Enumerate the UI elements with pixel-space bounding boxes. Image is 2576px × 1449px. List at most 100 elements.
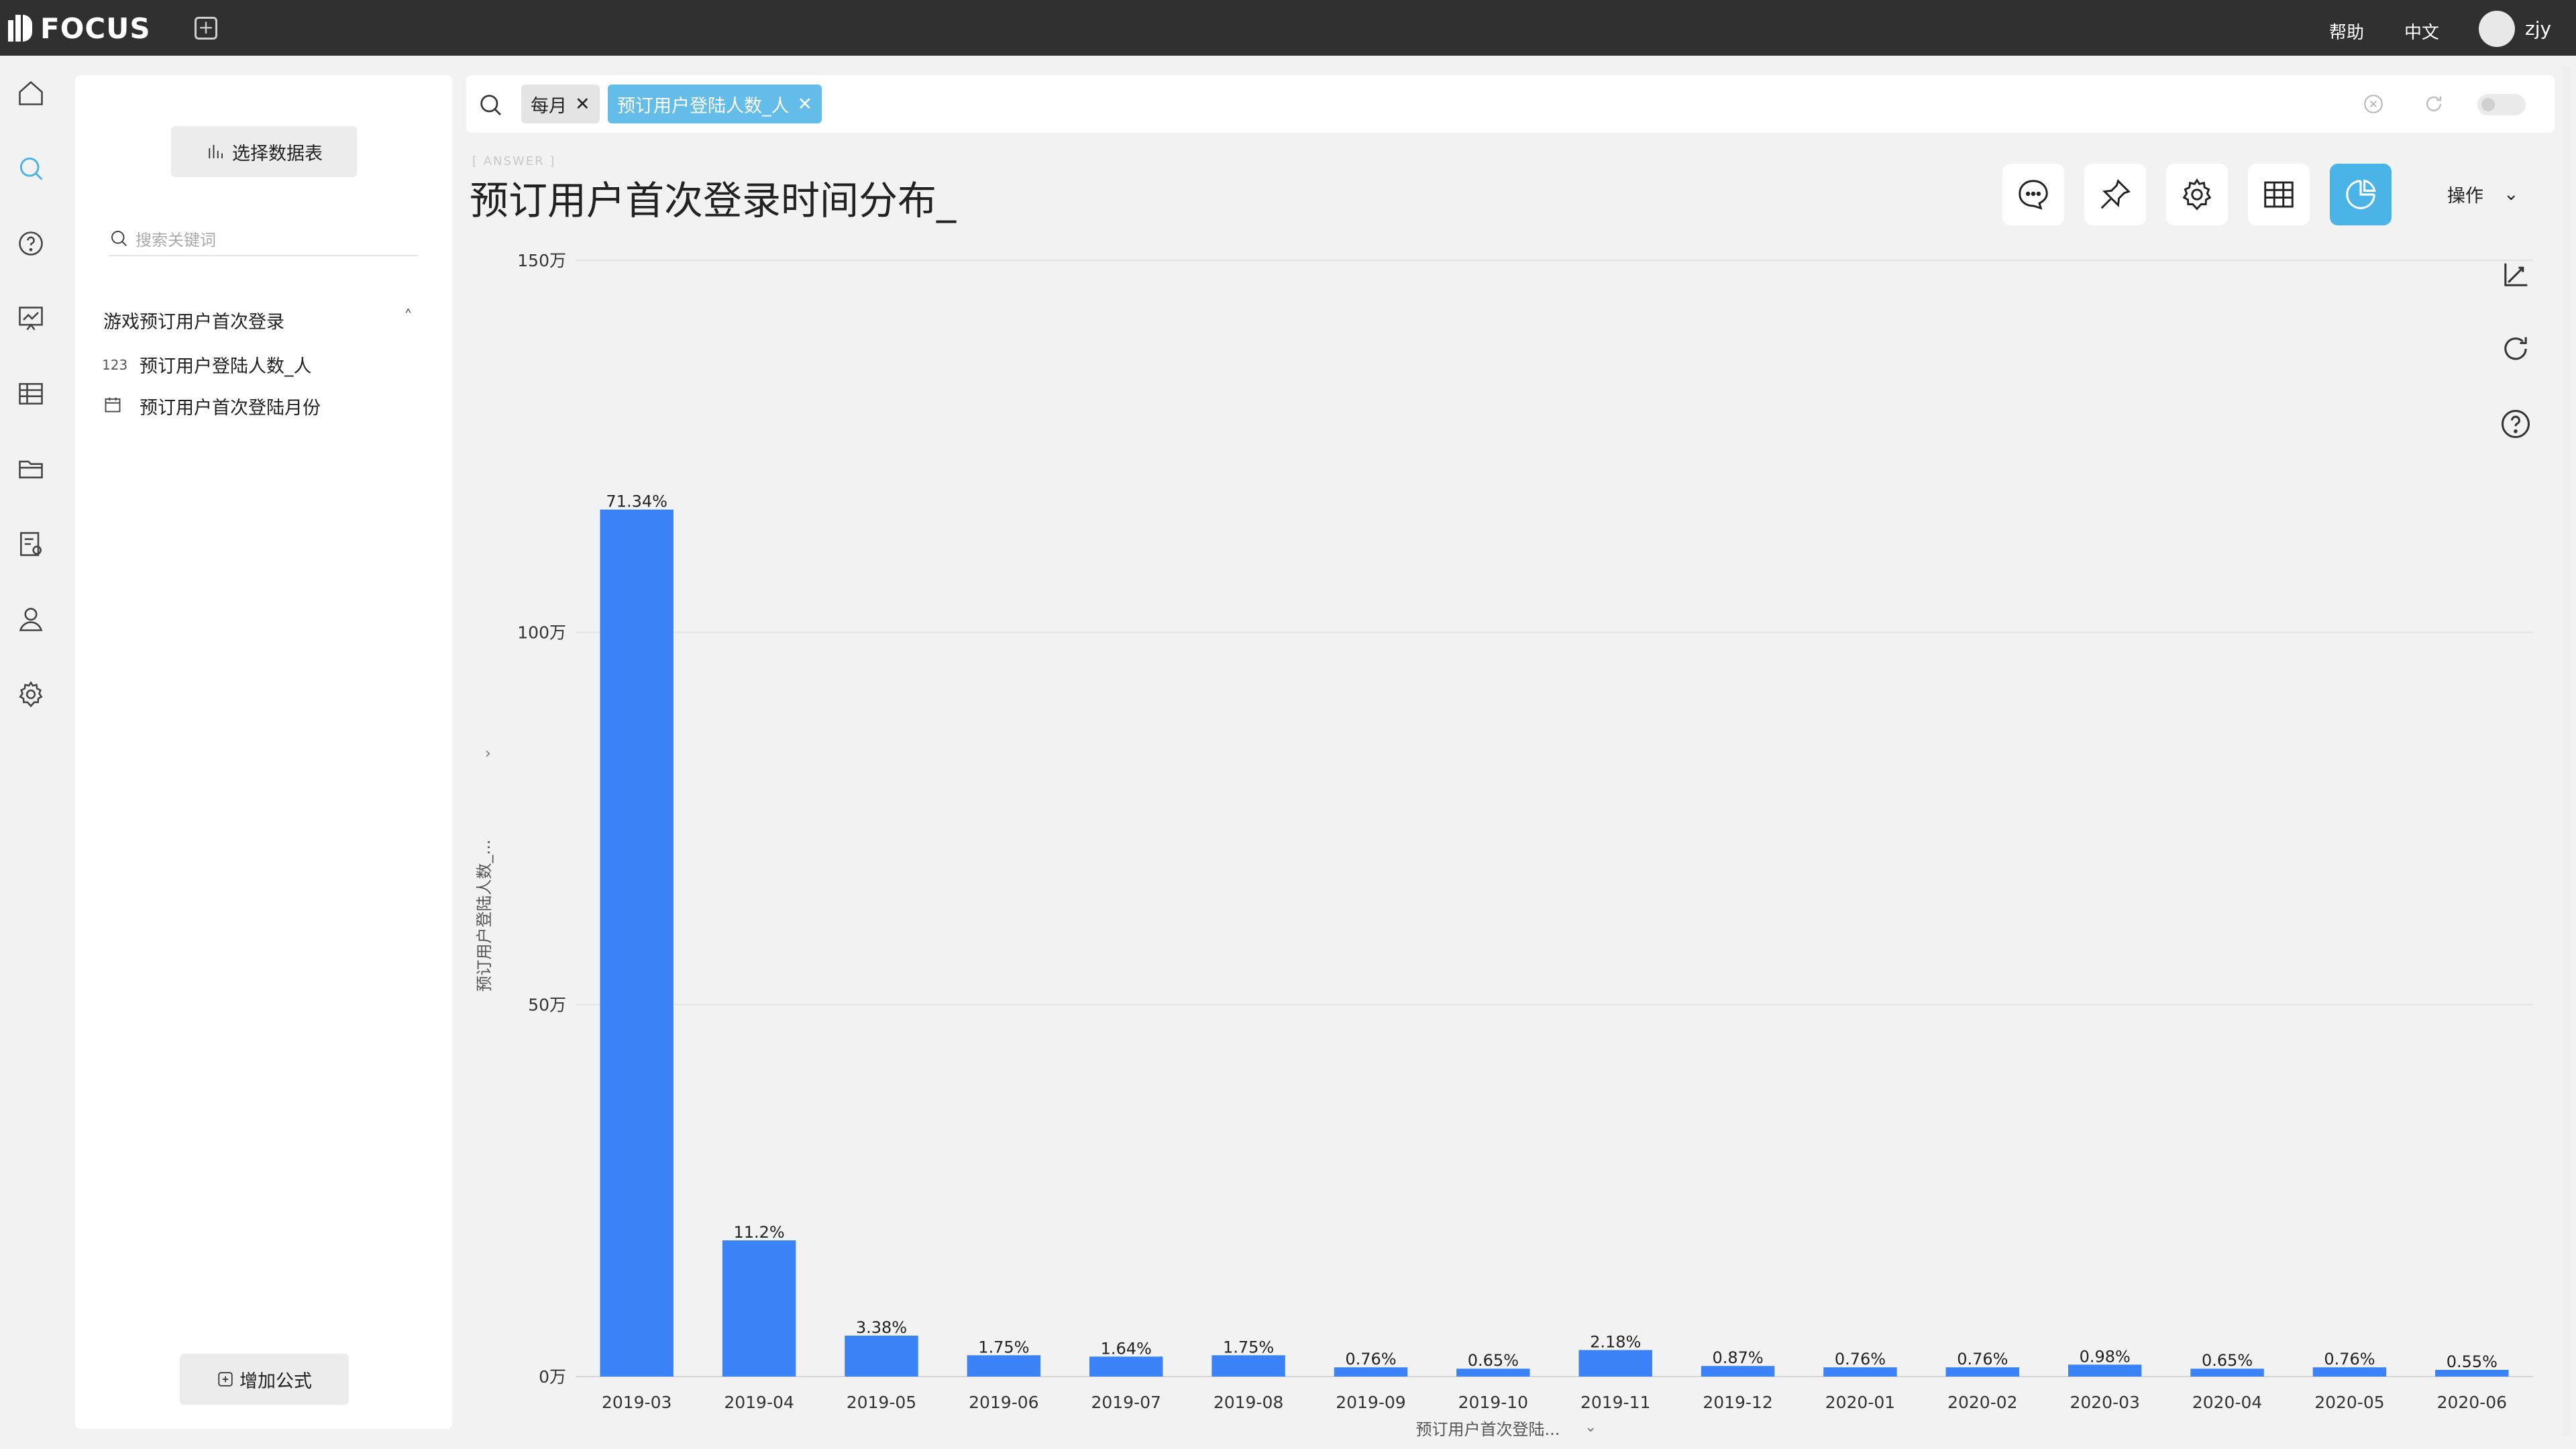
token-label: 预订用户登陆人数_人 — [617, 95, 790, 117]
field-name: 预订用户登陆人数_人 — [140, 356, 312, 377]
question-icon[interactable] — [16, 229, 46, 258]
x-tick-label: 2019-10 — [1458, 1393, 1528, 1412]
bar — [1701, 1366, 1775, 1377]
data-label: 0.76% — [1345, 1350, 1396, 1368]
dashboard-icon[interactable] — [16, 304, 46, 333]
bar — [2190, 1368, 2264, 1377]
data-label: 0.55% — [2447, 1352, 2498, 1371]
data-label: 0.76% — [1835, 1350, 1886, 1368]
axis-edit-button[interactable] — [2498, 258, 2533, 292]
y-tick-label: 0万 — [539, 1367, 566, 1387]
search-icon[interactable] — [16, 154, 46, 183]
data-label: 0.98% — [2080, 1347, 2131, 1366]
chevron-right-icon[interactable]: › — [485, 745, 491, 762]
data-label: 0.87% — [1712, 1348, 1763, 1367]
refresh-icon — [2504, 337, 2527, 360]
chevron-up-icon[interactable]: ˄ — [404, 307, 413, 327]
calendar-icon — [102, 395, 123, 417]
page-scrollbar[interactable] — [2563, 67, 2571, 1436]
help-link[interactable]: 帮助 — [2329, 23, 2365, 43]
data-label: 0.65% — [2202, 1351, 2253, 1370]
field-item[interactable]: 预订用户首次登陆月份 — [102, 393, 321, 419]
x-tick-label: 2020-02 — [1947, 1393, 2017, 1412]
data-label: 0.65% — [1468, 1351, 1519, 1370]
search-token-measure[interactable]: 预订用户登陆人数_人 ✕ — [608, 85, 822, 123]
chevron-down-icon[interactable]: ⌄ — [1585, 1419, 1597, 1436]
chart-settings-button[interactable] — [2166, 164, 2228, 225]
data-panel: 选择数据表 搜索关键词 游戏预订用户首次登录 ˄ 123 预订用户登陆人数_人 … — [75, 75, 452, 1429]
search-bar[interactable]: 每月 ✕ 预订用户登陆人数_人 ✕ — [466, 75, 2555, 133]
add-tab-icon[interactable]: + — [195, 17, 217, 40]
pin-button[interactable] — [2084, 164, 2146, 225]
table-tree-title[interactable]: 游戏预订用户首次登录 — [103, 312, 284, 333]
top-bar: FOCUS + 帮助 中文 zjy — [0, 0, 2576, 56]
bar — [1334, 1367, 1408, 1377]
folder-icon[interactable] — [16, 454, 46, 484]
mode-toggle[interactable] — [2477, 94, 2526, 115]
table-icon[interactable] — [16, 379, 46, 409]
x-tick-label: 2020-03 — [2070, 1393, 2139, 1412]
settings-icon[interactable] — [16, 680, 46, 709]
chart-view-button[interactable] — [2330, 164, 2392, 225]
bar — [600, 509, 674, 1377]
number-type-icon: 123 — [102, 356, 128, 373]
bar — [1212, 1355, 1285, 1377]
clear-icon[interactable] — [2362, 93, 2385, 115]
field-item[interactable]: 123 预订用户登陆人数_人 — [102, 352, 312, 378]
bar — [722, 1240, 796, 1377]
report-icon[interactable] — [16, 529, 46, 559]
y-axis-label[interactable]: 预订用户登陆人数_... — [475, 840, 494, 992]
search-icon — [111, 231, 127, 246]
comment-button[interactable] — [2002, 164, 2064, 225]
bar — [845, 1335, 918, 1377]
pin-icon — [2100, 179, 2131, 209]
bar-chart: 0万 50万 100万 150万 71.34% 11.2% 3.38% 1.75% 1.64% 1… — [475, 251, 2533, 1439]
operations-menu[interactable]: 操作 ⌄ — [2447, 181, 2519, 207]
y-tick-label: 100万 — [517, 623, 566, 643]
bar — [2435, 1370, 2509, 1377]
select-table-button[interactable]: 选择数据表 — [171, 126, 357, 177]
x-tick-label: 2020-01 — [1825, 1393, 1895, 1412]
language-switch[interactable]: 中文 — [2404, 23, 2440, 43]
avatar[interactable] — [2479, 11, 2515, 47]
data-label: 1.64% — [1101, 1339, 1152, 1358]
chart-help-button[interactable] — [2498, 407, 2533, 441]
data-label: 0.76% — [2324, 1350, 2375, 1368]
bar — [1823, 1367, 1897, 1377]
data-label: 2.18% — [1590, 1333, 1641, 1352]
x-tick-label: 2020-04 — [2192, 1393, 2262, 1412]
brand-logo[interactable]: FOCUS — [8, 11, 151, 45]
page-title[interactable]: 预订用户首次登录时间分布_ — [470, 178, 957, 223]
pie-chart-icon — [2346, 179, 2376, 209]
data-label: 11.2% — [733, 1223, 784, 1242]
x-axis-label[interactable]: 预订用户首次登陆... — [1416, 1420, 1560, 1439]
user-icon[interactable] — [16, 604, 46, 634]
operations-label: 操作 — [2447, 186, 2483, 207]
add-formula-button[interactable]: 增加公式 — [180, 1354, 349, 1405]
close-icon[interactable]: ✕ — [575, 93, 590, 115]
add-formula-label: 增加公式 — [239, 1371, 312, 1392]
x-tick-label: 2019-03 — [602, 1393, 672, 1412]
x-tick-label: 2020-05 — [2314, 1393, 2384, 1412]
home-icon[interactable] — [16, 78, 46, 108]
logo-mark-icon — [8, 15, 32, 42]
field-name: 预订用户首次登陆月份 — [140, 398, 321, 419]
username[interactable]: zjy — [2525, 17, 2552, 40]
keyword-search-placeholder: 搜索关键词 — [136, 230, 216, 250]
refresh-icon[interactable] — [2422, 93, 2445, 115]
brand-name: FOCUS — [40, 11, 151, 45]
left-nav — [0, 56, 63, 1449]
x-tick-label: 2019-06 — [969, 1393, 1038, 1412]
bar-chart-icon — [209, 145, 223, 158]
bar — [1089, 1356, 1163, 1377]
search-token-monthly[interactable]: 每月 ✕ — [521, 85, 600, 123]
select-table-label: 选择数据表 — [232, 143, 323, 164]
close-icon[interactable]: ✕ — [797, 93, 813, 115]
bar — [1578, 1350, 1652, 1377]
keyword-search-input[interactable]: 搜索关键词 — [109, 221, 419, 256]
gear-icon — [2182, 178, 2212, 211]
bar — [967, 1355, 1041, 1377]
table-view-button[interactable] — [2248, 164, 2310, 225]
reload-button[interactable] — [2498, 331, 2533, 366]
data-label: 1.75% — [978, 1338, 1029, 1356]
